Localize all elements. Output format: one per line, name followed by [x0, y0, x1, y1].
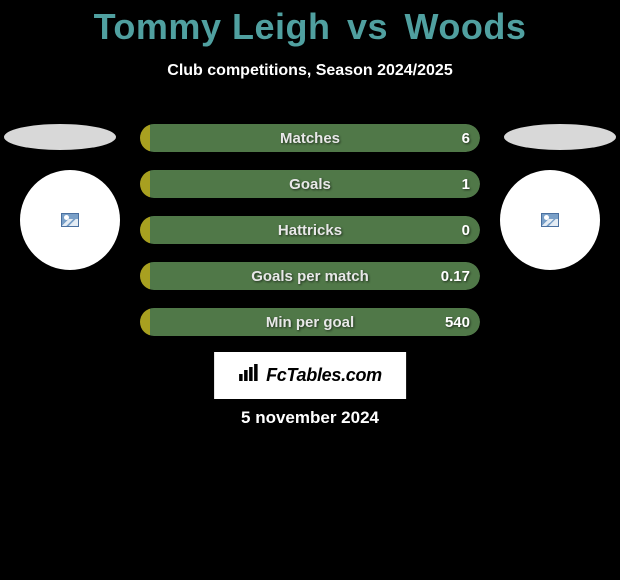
stat-row: Matches6: [140, 124, 480, 152]
player2-name: Woods: [405, 6, 527, 47]
subtitle: Club competitions, Season 2024/2025: [0, 62, 620, 80]
comparison-title: Tommy Leigh vs Woods: [0, 0, 620, 48]
stat-bar-left: [140, 170, 150, 198]
stat-bar-left: [140, 308, 150, 336]
stat-label: Min per goal: [196, 314, 424, 331]
stat-value-right: 540: [424, 314, 480, 331]
stat-label: Goals: [196, 176, 424, 193]
stat-row: Hattricks0: [140, 216, 480, 244]
avatar-right: [500, 170, 600, 270]
stat-label: Goals per match: [196, 268, 424, 285]
bar-chart-icon: [238, 364, 260, 387]
avatar-left: [20, 170, 120, 270]
avatar-shadow-left: [4, 124, 116, 150]
stat-row: Goals per match0.17: [140, 262, 480, 290]
source-badge: FcTables.com: [214, 352, 406, 399]
stat-value-right: 6: [424, 130, 480, 147]
stat-bar-left: [140, 262, 150, 290]
stat-value-right: 0.17: [424, 268, 480, 285]
stat-row: Min per goal540: [140, 308, 480, 336]
image-placeholder-icon: [61, 213, 79, 227]
stat-value-right: 0: [424, 222, 480, 239]
stat-value-right: 1: [424, 176, 480, 193]
avatar-shadow-right: [504, 124, 616, 150]
stats-table: Matches6Goals1Hattricks0Goals per match0…: [140, 124, 480, 354]
stat-bar-left: [140, 124, 150, 152]
stat-label: Matches: [196, 130, 424, 147]
source-text: FcTables.com: [266, 365, 382, 386]
stat-label: Hattricks: [196, 222, 424, 239]
date-label: 5 november 2024: [0, 408, 620, 428]
vs-separator: vs: [347, 6, 388, 47]
player1-name: Tommy Leigh: [94, 6, 331, 47]
stat-bar-left: [140, 216, 150, 244]
image-placeholder-icon: [541, 213, 559, 227]
stat-row: Goals1: [140, 170, 480, 198]
